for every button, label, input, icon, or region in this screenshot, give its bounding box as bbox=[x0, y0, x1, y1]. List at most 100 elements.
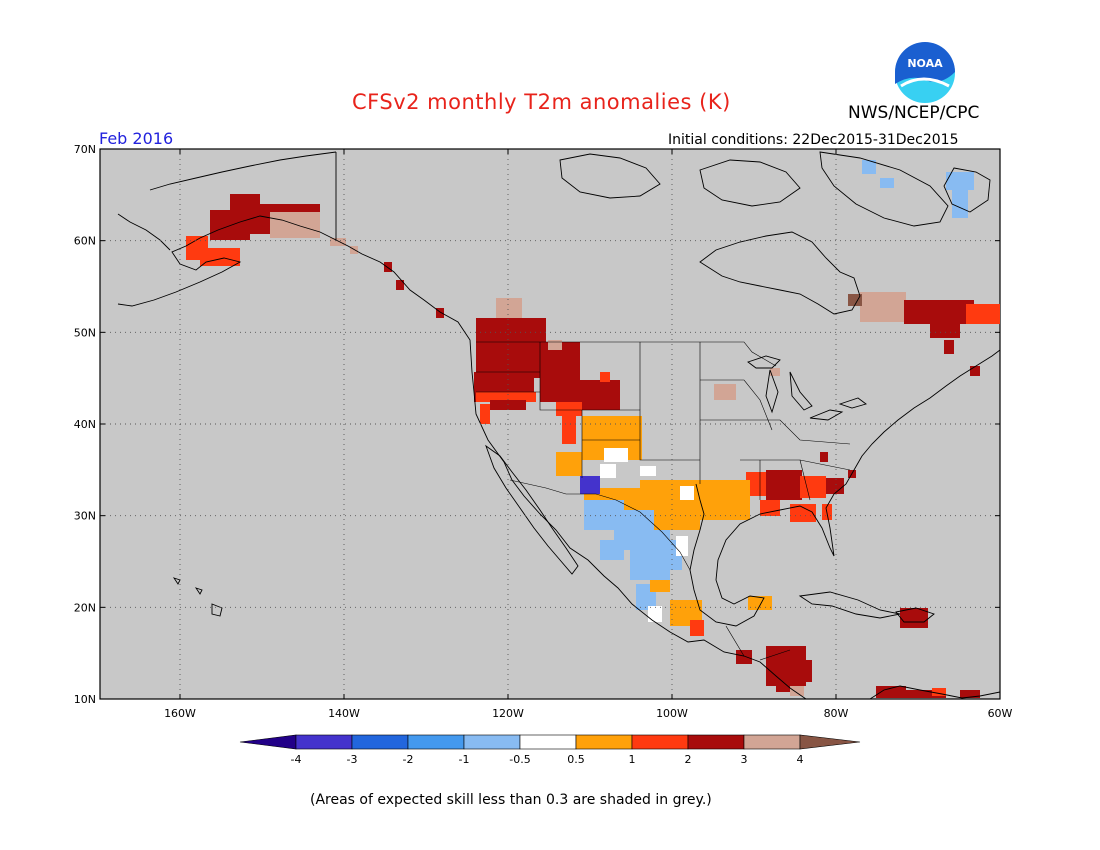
anomaly-cell bbox=[826, 478, 844, 494]
lon-label: 120W bbox=[492, 707, 524, 720]
noaa-logo: NOAA bbox=[895, 42, 955, 103]
lat-label: 40N bbox=[74, 418, 96, 431]
anomaly-cell bbox=[548, 340, 562, 350]
lat-label: 70N bbox=[74, 143, 96, 156]
anomaly-cell bbox=[556, 452, 582, 476]
legend-swatch bbox=[575, 734, 633, 750]
lat-label: 50N bbox=[74, 326, 96, 339]
anomaly-cell bbox=[680, 486, 694, 500]
legend-swatch bbox=[407, 734, 465, 750]
anomaly-cell bbox=[210, 210, 250, 240]
legend-tick-label: -4 bbox=[291, 753, 302, 766]
anomaly-cell bbox=[700, 480, 750, 520]
legend-swatch bbox=[519, 734, 577, 750]
political-borders bbox=[476, 341, 851, 661]
anomaly-cell bbox=[790, 686, 804, 696]
anomaly-cell bbox=[476, 392, 536, 402]
anomaly-cell bbox=[676, 536, 688, 556]
graticule bbox=[100, 148, 1001, 700]
legend-swatch bbox=[463, 734, 521, 750]
valid-month: Feb 2016 bbox=[99, 129, 174, 148]
anomaly-cell bbox=[952, 188, 968, 218]
anomaly-cell bbox=[906, 690, 946, 698]
legend-swatch bbox=[631, 734, 689, 750]
legend-tick-label: 0.5 bbox=[567, 753, 585, 766]
initial-conditions: Initial conditions: 22Dec2015-31Dec2015 bbox=[668, 132, 959, 148]
lat-label: 20N bbox=[74, 601, 96, 614]
anomaly-cell bbox=[790, 504, 816, 522]
anomaly-cell bbox=[648, 606, 662, 622]
anomaly-cell bbox=[650, 580, 670, 592]
anomaly-cell bbox=[270, 212, 320, 238]
anomaly-cell bbox=[480, 404, 490, 424]
anomaly-cell bbox=[396, 280, 404, 290]
legend-tick-label: -2 bbox=[403, 753, 414, 766]
anomaly-cell bbox=[350, 246, 358, 254]
lon-label: 140W bbox=[328, 707, 360, 720]
anomaly-cell bbox=[930, 318, 960, 338]
legend-swatch bbox=[743, 734, 801, 750]
anomaly-cell bbox=[796, 660, 812, 682]
legend-swatch bbox=[687, 734, 745, 750]
anomaly-cell bbox=[562, 416, 576, 444]
anomaly-cell bbox=[736, 650, 752, 664]
legend-tick-label: 3 bbox=[741, 753, 748, 766]
anomaly-cell bbox=[714, 384, 736, 400]
anomaly-cell bbox=[770, 368, 780, 376]
lat-label: 30N bbox=[74, 510, 96, 523]
anomaly-cell bbox=[848, 294, 862, 306]
legend-tick-label: -0.5 bbox=[509, 753, 530, 766]
agency-label: NWS/NCEP/CPC bbox=[848, 103, 980, 123]
anomaly-cell bbox=[580, 380, 620, 410]
anomaly-cell bbox=[970, 366, 980, 376]
anomaly-cell bbox=[748, 596, 772, 610]
legend-tick-label: 4 bbox=[797, 753, 804, 766]
anomaly-cell bbox=[600, 464, 616, 478]
anomaly-cell bbox=[966, 304, 1000, 324]
anomaly-cell bbox=[690, 620, 704, 636]
anomaly-cell bbox=[900, 608, 928, 628]
lon-label: 60W bbox=[988, 707, 1013, 720]
anomaly-cell bbox=[580, 476, 600, 494]
anomaly-cell bbox=[330, 238, 346, 246]
legend-tick-label: -1 bbox=[459, 753, 470, 766]
anomaly-shading bbox=[186, 160, 1000, 698]
legend-arrow-low bbox=[239, 734, 297, 750]
anomaly-cell bbox=[200, 248, 240, 266]
anomaly-cell bbox=[800, 476, 826, 498]
anomaly-cell bbox=[932, 688, 946, 696]
anomaly-cell bbox=[476, 318, 546, 378]
anomaly-cell bbox=[746, 472, 766, 496]
anomaly-cell bbox=[640, 466, 656, 476]
anomaly-cell bbox=[540, 342, 580, 402]
anomaly-cell bbox=[556, 402, 582, 416]
anomaly-cell bbox=[600, 372, 610, 382]
legend-swatch bbox=[351, 734, 409, 750]
lon-label: 160W bbox=[164, 707, 196, 720]
anomaly-cell bbox=[600, 540, 624, 560]
anomaly-cell bbox=[860, 292, 906, 322]
anomaly-cell bbox=[960, 690, 980, 698]
anomaly-cell bbox=[436, 308, 444, 318]
legend-swatch bbox=[295, 734, 353, 750]
lon-label: 100W bbox=[656, 707, 688, 720]
anomaly-cell bbox=[880, 178, 894, 188]
anomaly-cell bbox=[384, 262, 392, 272]
anomaly-cell bbox=[862, 160, 876, 174]
lon-label: 80W bbox=[824, 707, 849, 720]
lat-label: 10N bbox=[74, 693, 96, 706]
anomaly-cell bbox=[876, 686, 906, 698]
anomaly-cell bbox=[604, 448, 628, 462]
anomaly-cell bbox=[820, 452, 828, 462]
legend-tick-label: -3 bbox=[347, 753, 358, 766]
anomaly-cell bbox=[766, 470, 802, 500]
legend-tick-label: 2 bbox=[685, 753, 692, 766]
footnote: (Areas of expected skill less than 0.3 a… bbox=[310, 792, 712, 808]
legend-tick-label: 1 bbox=[629, 753, 636, 766]
logo-text: NOAA bbox=[907, 57, 943, 70]
lat-label: 60N bbox=[74, 235, 96, 248]
anomaly-cell bbox=[496, 298, 522, 308]
map-title: CFSv2 monthly T2m anomalies (K) bbox=[352, 90, 731, 114]
anomaly-cell bbox=[944, 340, 954, 354]
